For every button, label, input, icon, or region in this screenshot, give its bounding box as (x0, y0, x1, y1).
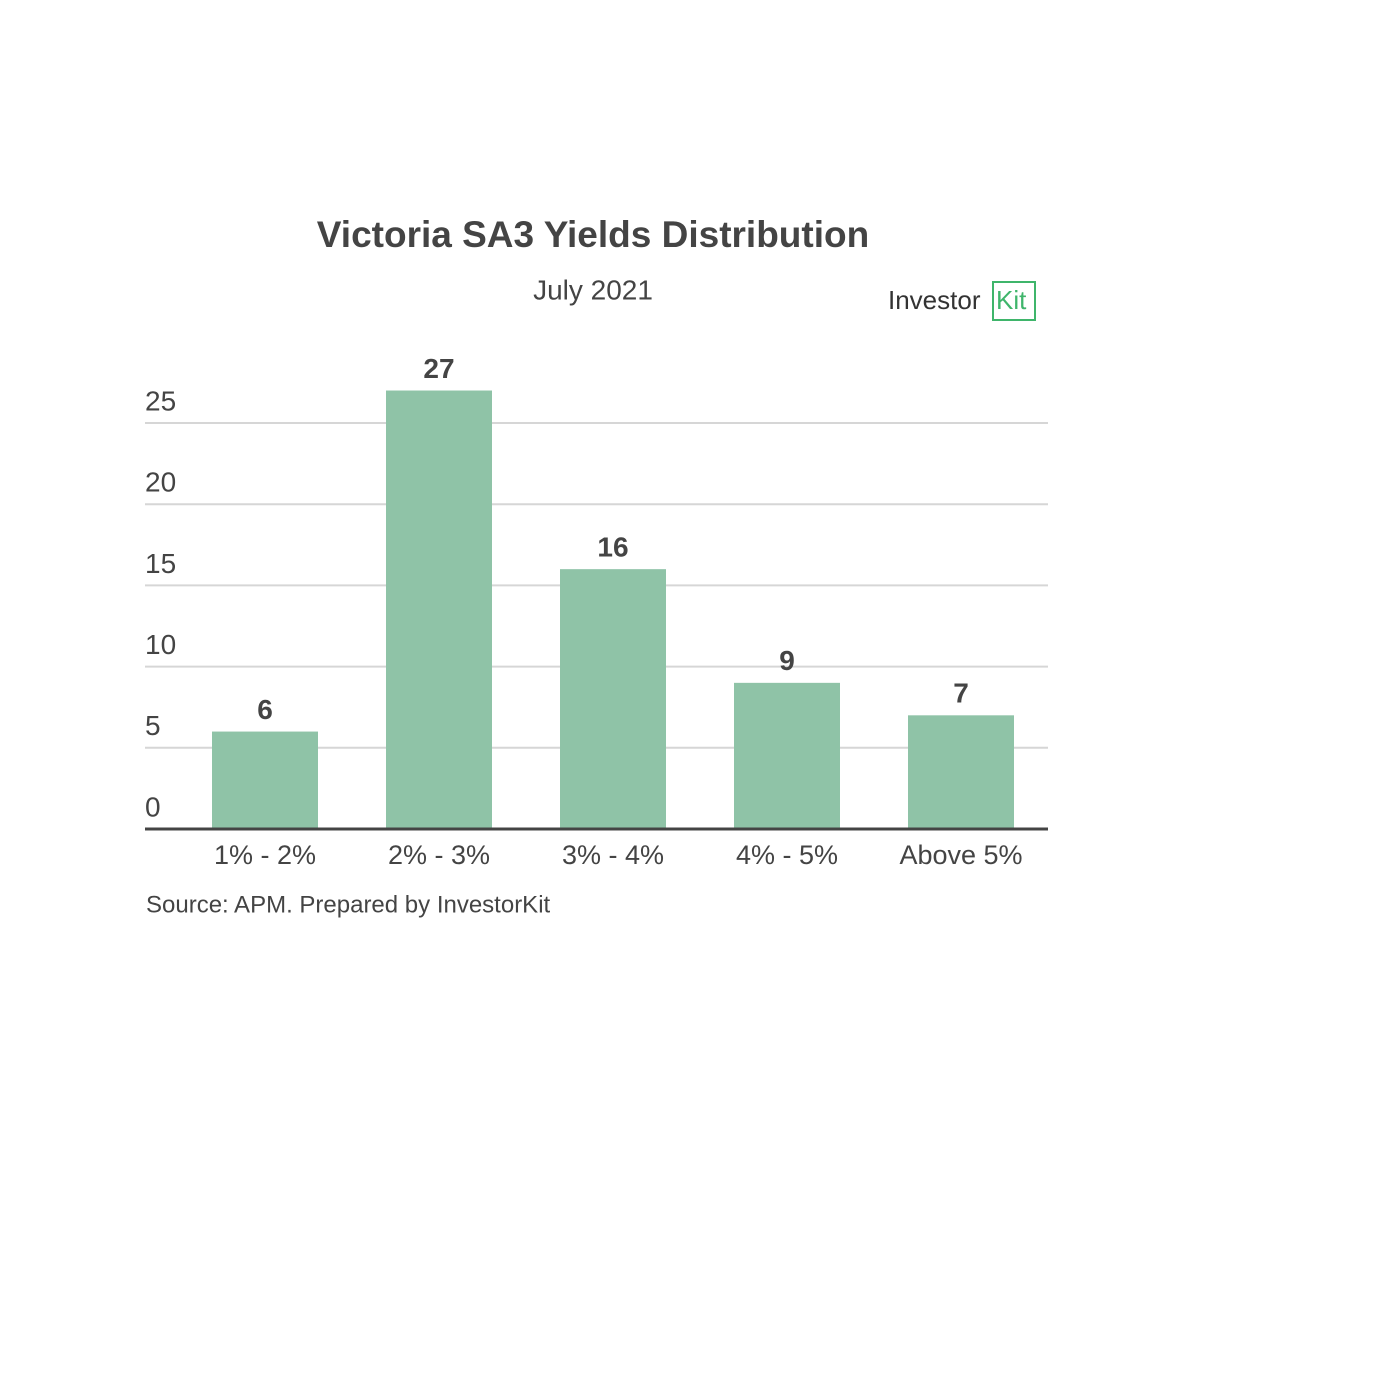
logo-text: Kit (996, 285, 1027, 315)
bar (212, 731, 318, 829)
x-tick-label: 1% - 2% (214, 840, 316, 870)
value-label: 7 (953, 678, 969, 709)
logo-text: Investor (888, 285, 981, 315)
value-label: 6 (257, 694, 273, 725)
logo-box (992, 281, 1036, 321)
y-tick-label: 25 (145, 385, 176, 416)
y-tick-label: 0 (145, 791, 161, 822)
x-tick-label: 2% - 3% (388, 840, 490, 870)
y-tick-label: 15 (145, 548, 176, 579)
bar (734, 682, 840, 829)
value-label: 27 (423, 353, 454, 384)
chart-subtitle: July 2021 (533, 274, 653, 305)
bar (908, 715, 1014, 829)
x-tick-label: 4% - 5% (736, 840, 838, 870)
value-label: 16 (597, 532, 628, 563)
x-tick-label: Above 5% (899, 840, 1022, 870)
y-tick-label: 10 (145, 629, 176, 660)
bar (386, 390, 492, 829)
value-label: 9 (779, 645, 795, 676)
y-tick-label: 20 (145, 467, 176, 498)
x-tick-label: 3% - 4% (562, 840, 664, 870)
bar (560, 569, 666, 829)
chart-title: Victoria SA3 Yields Distribution (317, 214, 869, 255)
y-tick-label: 5 (145, 710, 161, 741)
source-note: Source: APM. Prepared by InvestorKit (146, 891, 551, 918)
